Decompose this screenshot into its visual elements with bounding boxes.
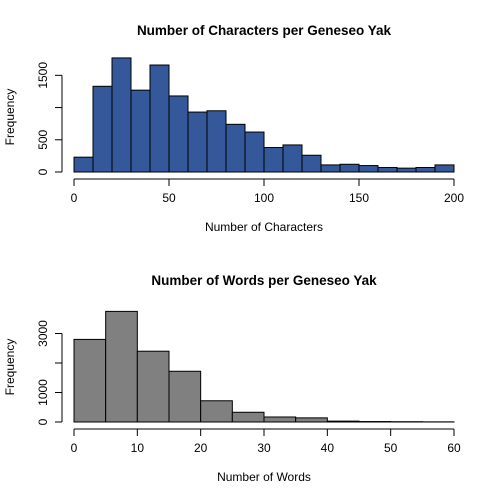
x-tick-label: 0 [71, 441, 78, 455]
histogram-bar [200, 400, 233, 423]
histogram-bar [326, 420, 360, 423]
x-axis: 0 50 100 150 200 [71, 178, 464, 205]
histogram-bar [73, 156, 94, 173]
y-tick-label: 500 [36, 129, 50, 149]
y-tick-label: 1500 [36, 62, 50, 89]
y-tick-label: 0 [36, 168, 50, 175]
histogram-bar [225, 123, 246, 173]
histogram-bar [149, 64, 170, 173]
histogram-bar [168, 95, 189, 173]
histogram-bar [263, 147, 284, 173]
histogram-bar [396, 167, 417, 173]
x-tick-label: 0 [71, 191, 78, 205]
x-tick-label: 100 [254, 191, 274, 205]
histogram-bar [244, 131, 265, 173]
x-tick-label: 200 [444, 191, 464, 205]
histogram-bar [301, 154, 322, 173]
x-axis: 0 10 20 30 40 50 60 [71, 428, 461, 455]
words-histogram: Number of Words per Geneseo Yak Number o… [3, 273, 461, 484]
histogram-bar [136, 350, 170, 423]
histogram-bar [73, 338, 107, 423]
x-tick-label: 50 [384, 441, 398, 455]
histogram-bar [377, 166, 398, 173]
histogram-bar [282, 144, 303, 173]
bars [73, 310, 455, 423]
histogram-bar [320, 164, 341, 173]
y-axis-label: Frequency [3, 89, 17, 146]
y-axis-label: Frequency [3, 339, 17, 396]
histogram-bar [231, 411, 265, 423]
x-tick-label: 20 [194, 441, 208, 455]
x-tick-label: 40 [321, 441, 335, 455]
x-tick-label: 30 [257, 441, 271, 455]
histogram-bar [263, 416, 297, 423]
y-axis: 0 500 1500 [36, 62, 63, 175]
x-axis-label: Number of Characters [205, 220, 323, 234]
chart-title: Number of Characters per Geneseo Yak [137, 23, 392, 38]
histogram-bar [339, 163, 360, 173]
histogram-bar [111, 57, 132, 173]
x-tick-label: 60 [447, 441, 461, 455]
histogram-bar [434, 164, 455, 173]
histogram-bar [415, 166, 436, 173]
histogram-bar [92, 85, 113, 173]
histogram-bar [295, 417, 328, 423]
histogram-bar [358, 165, 379, 173]
chart-title: Number of Words per Geneseo Yak [151, 273, 377, 288]
y-axis: 0 1000 3000 [36, 320, 63, 425]
x-tick-label: 50 [162, 191, 176, 205]
bars [73, 57, 455, 173]
histogram-bar [130, 89, 151, 173]
y-tick-label: 1000 [36, 379, 50, 406]
y-tick-label: 3000 [36, 320, 50, 347]
histogram-bar [105, 310, 138, 423]
histogram-bar [206, 110, 227, 173]
characters-histogram: Number of Characters per Geneseo Yak Num… [3, 23, 464, 234]
y-tick-label: 0 [36, 418, 50, 425]
x-tick-label: 150 [349, 191, 369, 205]
histogram-bar [168, 370, 202, 423]
x-axis-label: Number of Words [217, 470, 311, 484]
x-tick-label: 10 [131, 441, 145, 455]
histogram-bar [187, 111, 208, 173]
